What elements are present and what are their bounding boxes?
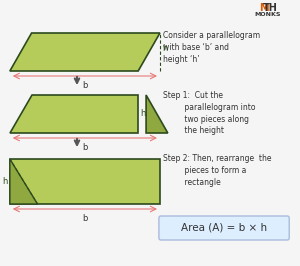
Text: b: b [82, 81, 88, 90]
Text: Area (A) = b × h: Area (A) = b × h [181, 223, 267, 233]
Text: b: b [82, 143, 88, 152]
Text: MONKS: MONKS [254, 11, 281, 16]
Polygon shape [10, 159, 160, 204]
Polygon shape [10, 95, 138, 133]
Text: b: b [82, 214, 88, 223]
Text: Step 2: Then, rearrange  the
         pieces to form a
         rectangle: Step 2: Then, rearrange the pieces to fo… [163, 154, 272, 187]
Polygon shape [10, 33, 160, 71]
Text: Consider a parallelogram
with base ‘b’ and
height ‘h’: Consider a parallelogram with base ‘b’ a… [163, 31, 260, 64]
Text: h: h [2, 177, 8, 186]
Text: Step 1:  Cut the
         parallelogram into
         two pieces along
         : Step 1: Cut the parallelogram into two p… [163, 91, 255, 135]
Polygon shape [10, 159, 38, 204]
Text: h: h [162, 44, 167, 53]
Polygon shape [146, 95, 168, 133]
Text: TH: TH [263, 3, 278, 13]
Text: h: h [140, 110, 145, 118]
FancyBboxPatch shape [159, 216, 289, 240]
Text: M: M [259, 3, 269, 13]
